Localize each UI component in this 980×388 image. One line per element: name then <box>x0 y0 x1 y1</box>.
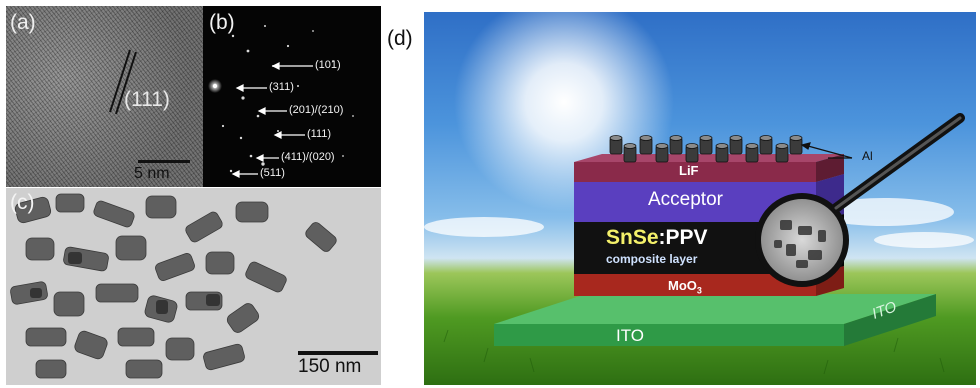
panel-label-d: (d) <box>387 27 413 50</box>
scale-bar-label-c: 150 nm <box>298 356 362 377</box>
lif-layer-label: LiF <box>679 163 699 178</box>
lattice-plane-label: (111) <box>124 88 170 111</box>
diffraction-spots <box>208 25 354 178</box>
scale-bar-c <box>298 351 378 355</box>
panel-a-hrtem-image: (a) (111) 5 nm <box>6 6 203 187</box>
al-electrode-label: Al <box>862 149 873 163</box>
ppv-label: PPV <box>665 226 708 249</box>
scale-bar-a <box>138 160 190 163</box>
ring-label-311: (311) <box>269 81 294 93</box>
panel-b-saed-pattern: (b) (101) (311) (201)/(210) (111) (411)/… <box>203 6 381 187</box>
device-illustration <box>424 12 974 375</box>
moo3-subscript: 3 <box>696 285 702 296</box>
panel-c-tem-image: (c) 150 nm <box>6 188 381 385</box>
lattice-plane-marker <box>109 49 137 115</box>
ring-label-201-210: (201)/(210) <box>289 104 344 116</box>
nanoparticles <box>10 193 337 379</box>
moo3-base: MoO <box>668 278 697 293</box>
acceptor-layer-label: Acceptor <box>648 189 723 210</box>
ring-label-111: (111) <box>307 128 332 140</box>
scale-bar-label-a: 5 nm <box>134 165 170 182</box>
ring-label-411-020: (411)/(020) <box>281 151 335 163</box>
composite-layer-sublabel: composite layer <box>606 252 698 266</box>
composite-layer-title: SnSe:PPV <box>606 226 708 250</box>
ring-label-511: (511) <box>260 167 285 179</box>
panel-label-a: (a) <box>10 11 36 34</box>
panel-d-device-schematic: Al LiF Acceptor SnSe:PPV composite layer… <box>424 12 976 385</box>
panel-label-c: (c) <box>10 191 35 214</box>
moo3-layer-label: MoO3 <box>668 278 702 296</box>
ring-label-101: (101) <box>315 59 341 71</box>
panel-label-b: (b) <box>209 11 235 34</box>
ito-main-label: ITO <box>616 326 645 345</box>
lattice-fringe-texture <box>6 6 203 187</box>
snse-label: SnSe <box>606 226 659 249</box>
composite-separator: : <box>658 226 666 249</box>
